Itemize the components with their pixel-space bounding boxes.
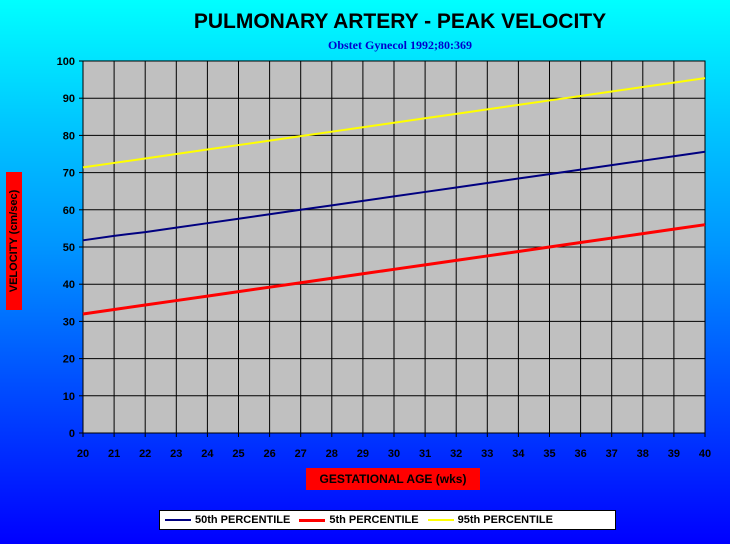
legend-label-95th: 95th PERCENTILE	[457, 514, 553, 526]
x-tick-label: 38	[637, 448, 649, 460]
x-tick-label: 33	[481, 448, 493, 460]
y-tick-label: 10	[63, 391, 75, 403]
x-tick-label: 32	[450, 448, 462, 460]
legend-label-50th: 50th PERCENTILE	[195, 514, 291, 526]
series-line-5th-percentile	[82, 223, 706, 316]
x-tick-label: 40	[699, 448, 711, 460]
y-axis-label-box	[6, 172, 22, 310]
x-tick-label: 35	[543, 448, 555, 460]
y-tick-label: 30	[63, 316, 75, 328]
legend-label-5th: 5th PERCENTILE	[329, 514, 419, 526]
legend-swatch-5th	[299, 518, 326, 522]
legend-swatch-50th	[165, 519, 191, 521]
y-tick-label: 60	[63, 205, 75, 217]
y-tick-label: 40	[63, 279, 75, 291]
legend-item-5th: 5th PERCENTILE	[299, 514, 419, 526]
x-tick-label: 34	[512, 448, 525, 460]
x-tick-label: 27	[295, 448, 307, 460]
x-tick-label: 24	[201, 448, 214, 460]
y-tick-label: 50	[63, 242, 75, 254]
y-tick-label: 0	[69, 428, 75, 440]
x-tick-label: 26	[263, 448, 275, 460]
series-line-95th-percentile	[82, 77, 706, 169]
x-tick-label: 31	[419, 448, 431, 460]
y-tick-label: 90	[63, 93, 75, 105]
series-line-50th-percentile	[82, 150, 706, 242]
x-tick-label: 36	[574, 448, 586, 460]
y-tick-label: 100	[57, 56, 75, 68]
y-axis-label: VELOCITY (cm/sec)	[8, 189, 20, 293]
y-tick-label: 20	[63, 354, 75, 366]
legend-swatch-95th	[427, 519, 454, 521]
x-tick-label: 22	[139, 448, 151, 460]
x-tick-label: 28	[326, 448, 338, 460]
x-tick-label: 39	[668, 448, 680, 460]
x-tick-label: 21	[108, 448, 120, 460]
x-tick-label: 30	[388, 448, 400, 460]
x-axis-label: GESTATIONAL AGE (wks)	[306, 468, 480, 490]
chart-subtitle: Obstet Gynecol 1992;80:369	[328, 38, 472, 52]
x-tick-label: 20	[77, 448, 89, 460]
chart-legend: 50th PERCENTILE 5th PERCENTILE 95th PERC…	[159, 510, 616, 530]
y-tick-label: 80	[63, 130, 75, 142]
legend-item-95th: 95th PERCENTILE	[427, 514, 553, 526]
x-tick-label: 23	[170, 448, 182, 460]
x-tick-label: 37	[606, 448, 618, 460]
chart-title: PULMONARY ARTERY - PEAK VELOCITY	[193, 10, 607, 33]
y-tick-label: 70	[63, 168, 75, 180]
x-tick-label: 25	[232, 448, 244, 460]
legend-item-50th: 50th PERCENTILE	[165, 514, 290, 526]
x-tick-label: 29	[357, 448, 369, 460]
